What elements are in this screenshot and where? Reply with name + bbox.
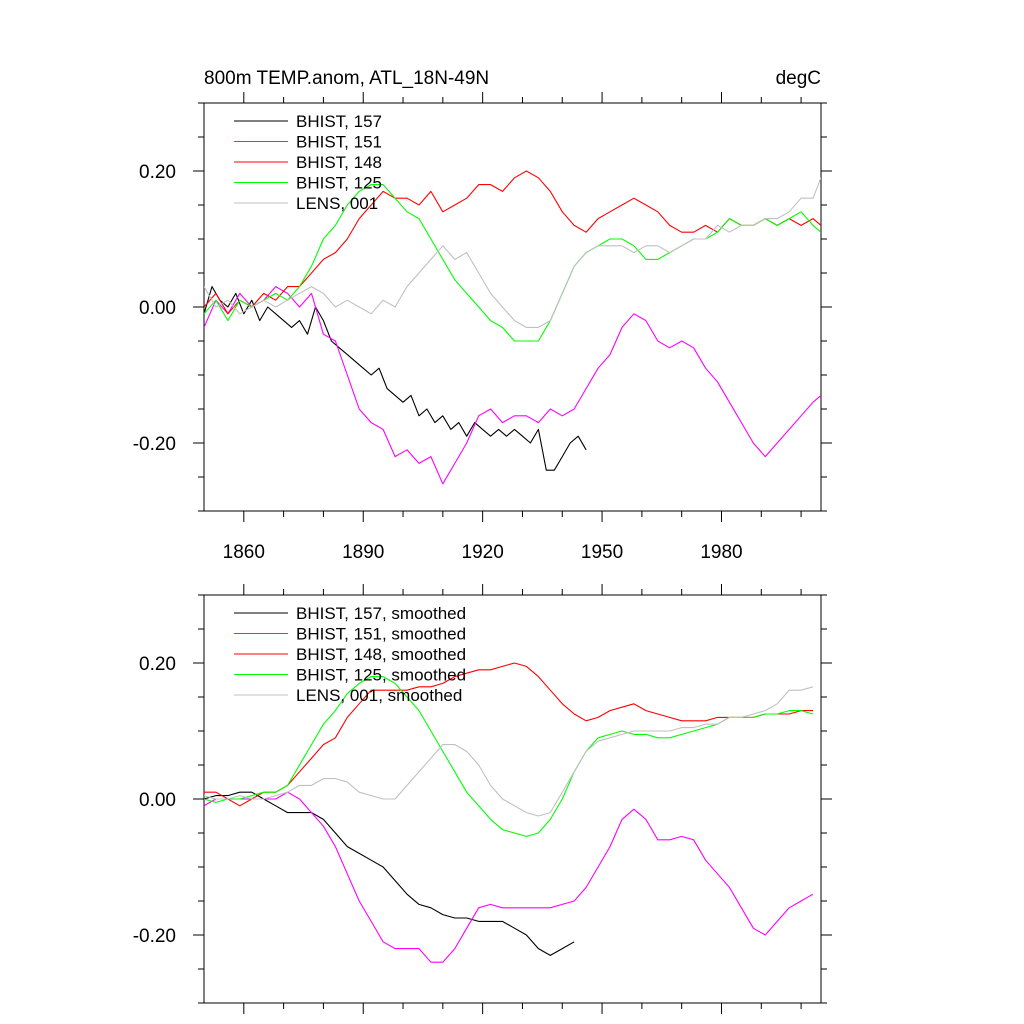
top-legend-label-bhist-148: BHIST, 148 [296, 153, 382, 172]
bottom-series-bhist-125-smoothed [204, 676, 814, 837]
top-x-tick-label: 1950 [581, 542, 623, 563]
bottom-series-group [204, 662, 814, 963]
top-y-tick-label: 0.20 [139, 162, 176, 183]
panel-units: degC [776, 68, 821, 89]
panel-title: 800m TEMP.anom, ATL_18N-49N [204, 68, 489, 89]
top-series-lens-001 [204, 177, 821, 328]
top-x-tick-label: 1920 [462, 542, 504, 563]
panel-top: 800m TEMP.anom, ATL_18N-49N degC -0.20 0.… [133, 68, 832, 563]
bottom-legend-label-lens-001-smoothed: LENS, 001, smoothed [296, 686, 462, 705]
bottom-legend-label-bhist-157-smoothed: BHIST, 157, smoothed [296, 604, 466, 623]
top-legend-label-bhist-125: BHIST, 125 [296, 174, 382, 193]
bottom-series-bhist-157-smoothed [204, 791, 575, 956]
bottom-y-tick-label: 0.20 [139, 654, 176, 675]
bottom-legend-label-bhist-148-smoothed: BHIST, 148, smoothed [296, 645, 466, 664]
top-x-tick-label: 1890 [342, 542, 384, 563]
bottom-y-tick-label: -0.20 [133, 926, 176, 947]
top-legend-label-lens-001: LENS, 001 [296, 194, 378, 213]
bottom-legend: BHIST, 157, smoothed BHIST, 151, smoothed… [234, 604, 466, 705]
bottom-series-lens-001-smoothed [204, 686, 814, 817]
top-series-bhist-151 [204, 286, 821, 485]
top-x-tick-label: 1860 [223, 542, 265, 563]
bottom-legend-label-bhist-125-smoothed: BHIST, 125, smoothed [296, 666, 466, 685]
bottom-series-bhist-151-smoothed [204, 791, 814, 963]
top-x-tick-label: 1980 [700, 542, 742, 563]
top-y-tick-label: 0.00 [139, 298, 176, 319]
top-series-bhist-157 [204, 286, 587, 471]
top-series-group [204, 170, 821, 485]
top-legend-label-bhist-157: BHIST, 157 [296, 112, 382, 131]
bottom-legend-label-bhist-151-smoothed: BHIST, 151, smoothed [296, 625, 466, 644]
top-legend-label-bhist-151: BHIST, 151 [296, 133, 382, 152]
bottom-y-tick-label: 0.00 [139, 790, 176, 811]
bottom-series-bhist-148-smoothed [204, 662, 813, 807]
top-y-tick-label: -0.20 [133, 434, 176, 455]
